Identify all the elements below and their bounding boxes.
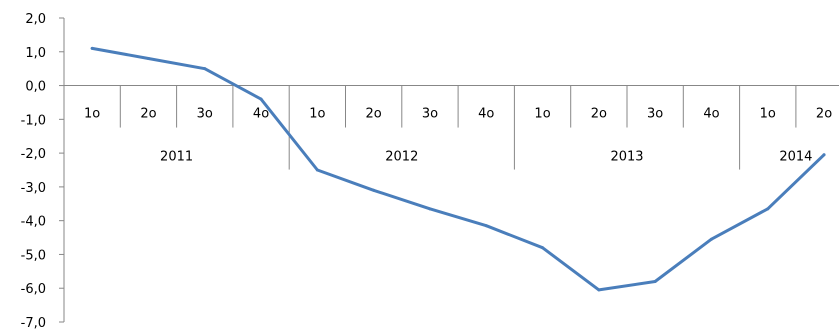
- data-point: [203, 67, 207, 71]
- x-tick-label-year: 2012: [385, 150, 418, 165]
- x-tick-label-quarter: 3o: [197, 107, 213, 122]
- data-point: [146, 57, 150, 61]
- x-tick-label-quarter: 2o: [816, 107, 832, 122]
- y-tick-label: 1,0: [25, 46, 46, 61]
- x-tick-label-quarter: 4o: [253, 107, 269, 122]
- y-tick-label: -6,0: [21, 282, 46, 297]
- x-tick-label-quarter: 2o: [591, 107, 607, 122]
- y-tick-label: -3,0: [21, 181, 46, 196]
- series-line: [90, 46, 826, 292]
- x-tick-label-quarter: 4o: [478, 107, 494, 122]
- y-axis: 2,0 1,0 0,0 -1,0 -2,0 -3,0 -4,0 -5,0 -6,0 -7,0: [21, 12, 65, 330]
- data-point: [709, 237, 713, 241]
- y-tick-label: -5,0: [21, 248, 46, 263]
- x-tick-label-quarter: 2o: [140, 107, 156, 122]
- data-point: [315, 168, 319, 172]
- data-point: [597, 288, 601, 292]
- x-tick-label-quarter: 4o: [703, 107, 719, 122]
- x-axis: 1o 2o 3o 4o 1o 2o 3o 4o 1o 2o 3o 4o 1o 2o 2011 2012 2013…: [64, 85, 839, 170]
- data-point: [822, 153, 826, 157]
- x-tick-label-quarter: 1o: [84, 107, 100, 122]
- data-point: [90, 46, 94, 50]
- data-point: [259, 97, 263, 101]
- data-point: [541, 246, 545, 250]
- x-tick-label-quarter: 1o: [760, 107, 776, 122]
- x-tick-label-year: 2011: [160, 150, 193, 165]
- data-point: [428, 207, 432, 211]
- x-tick-label-quarter: 3o: [422, 107, 438, 122]
- data-point: [484, 224, 488, 228]
- y-tick-label: -1,0: [21, 113, 46, 128]
- y-tick-label: -2,0: [21, 147, 46, 162]
- y-tick-label: 2,0: [25, 12, 46, 27]
- x-tick-label-year: 2013: [610, 150, 643, 165]
- y-tick-label: 0,0: [25, 80, 46, 95]
- x-tick-label-quarter: 1o: [309, 107, 325, 122]
- data-point: [766, 207, 770, 211]
- series-layer: [90, 46, 826, 292]
- y-tick-label: -4,0: [21, 215, 46, 230]
- x-tick-label-quarter: 3o: [647, 107, 663, 122]
- data-point: [653, 279, 657, 283]
- x-tick-label-quarter: 2o: [366, 107, 382, 122]
- x-tick-label-quarter: 1o: [534, 107, 550, 122]
- x-tick-label-year: 2014: [779, 150, 812, 165]
- data-point: [372, 188, 376, 192]
- y-tick-label: -7,0: [21, 316, 46, 330]
